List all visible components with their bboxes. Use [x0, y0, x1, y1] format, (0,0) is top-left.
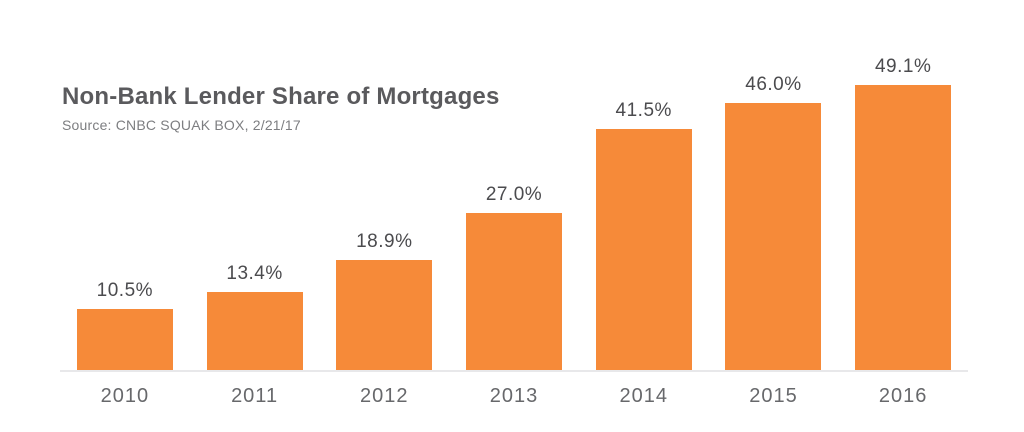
bar-value-label: 46.0%: [745, 74, 802, 95]
bar-chart: 10.5% 13.4% 18.9% 27.0% 41.5% 46.0% 49.1% 2010…: [60, 40, 968, 432]
bar-2015: [725, 103, 822, 370]
bar-column-2010: 10.5%: [60, 280, 190, 370]
bar-column-2015: 46.0%: [709, 74, 839, 370]
plot-area: 10.5% 13.4% 18.9% 27.0% 41.5% 46.0% 49.1%: [60, 40, 968, 370]
bar-column-2012: 18.9%: [319, 231, 449, 370]
chart-source: Source: CNBC SQUAK BOX, 2/21/17: [62, 117, 301, 134]
bar-value-label: 27.0%: [485, 184, 543, 205]
bar-2016: [855, 85, 952, 370]
bar-column-2011: 13.4%: [190, 263, 320, 370]
bar-column-2016: 49.1%: [838, 56, 968, 370]
x-tick-label-2015: 2015: [749, 385, 798, 407]
bar-column-2014: 41.5%: [579, 100, 709, 370]
bar-2013: [466, 213, 563, 370]
chart-title: Non-Bank Lender Share of Mortgages: [62, 83, 500, 110]
bar-value-label: 13.4%: [226, 263, 283, 284]
bar-value-label: 18.9%: [356, 231, 413, 252]
bar-value-label: 10.5%: [96, 280, 154, 301]
x-axis-labels: 2010 2011 2012 2013 2014 2015 2016: [60, 385, 968, 408]
bar-value-label: 41.5%: [615, 100, 672, 121]
x-tick-label-2013: 2013: [489, 385, 539, 407]
x-tick-label-2010: 2010: [100, 385, 150, 407]
bar-2010: [76, 309, 173, 370]
bar-2011: [206, 292, 303, 370]
x-tick-label-2014: 2014: [619, 385, 668, 407]
x-tick-label-2012: 2012: [360, 385, 409, 407]
x-tick-label-2016: 2016: [878, 385, 928, 407]
bar-value-label: 49.1%: [874, 56, 932, 77]
x-tick-label-2011: 2011: [231, 385, 279, 407]
x-axis-line: [60, 370, 968, 372]
bar-2014: [595, 129, 692, 370]
bar-2012: [336, 260, 433, 370]
bar-column-2013: 27.0%: [449, 184, 579, 370]
chart-header: Non-Bank Lender Share of Mortgages Sourc…: [62, 83, 500, 134]
